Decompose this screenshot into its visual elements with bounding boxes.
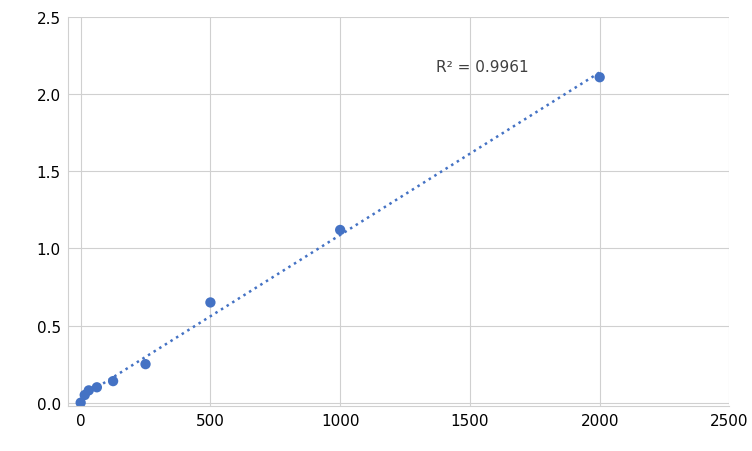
Point [74, 399, 86, 406]
Point [334, 227, 346, 234]
Point [107, 377, 119, 385]
Point [140, 361, 152, 368]
Point [205, 299, 217, 306]
Point [83, 387, 95, 394]
Point [79, 391, 91, 399]
Text: R² = 0.9961: R² = 0.9961 [436, 60, 529, 75]
Point [593, 74, 605, 82]
Point [91, 384, 103, 391]
